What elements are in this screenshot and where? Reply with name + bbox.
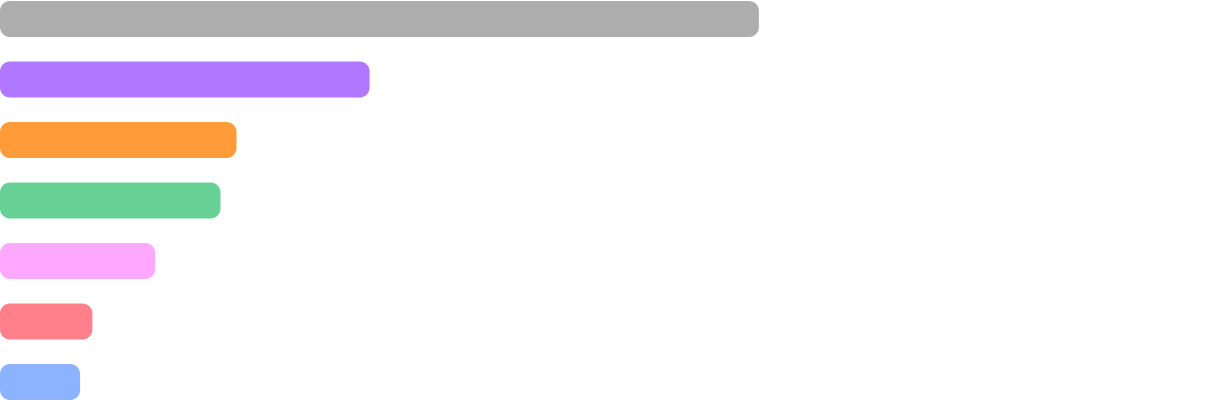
bar-7 [0, 364, 81, 400]
bar-1 [0, 1, 759, 37]
bar-2 [0, 61, 370, 98]
bar-3 [0, 122, 237, 158]
bar-4 [0, 182, 221, 219]
bar-6 [0, 303, 93, 340]
bar-5 [0, 243, 156, 279]
bars-group [0, 1, 759, 400]
